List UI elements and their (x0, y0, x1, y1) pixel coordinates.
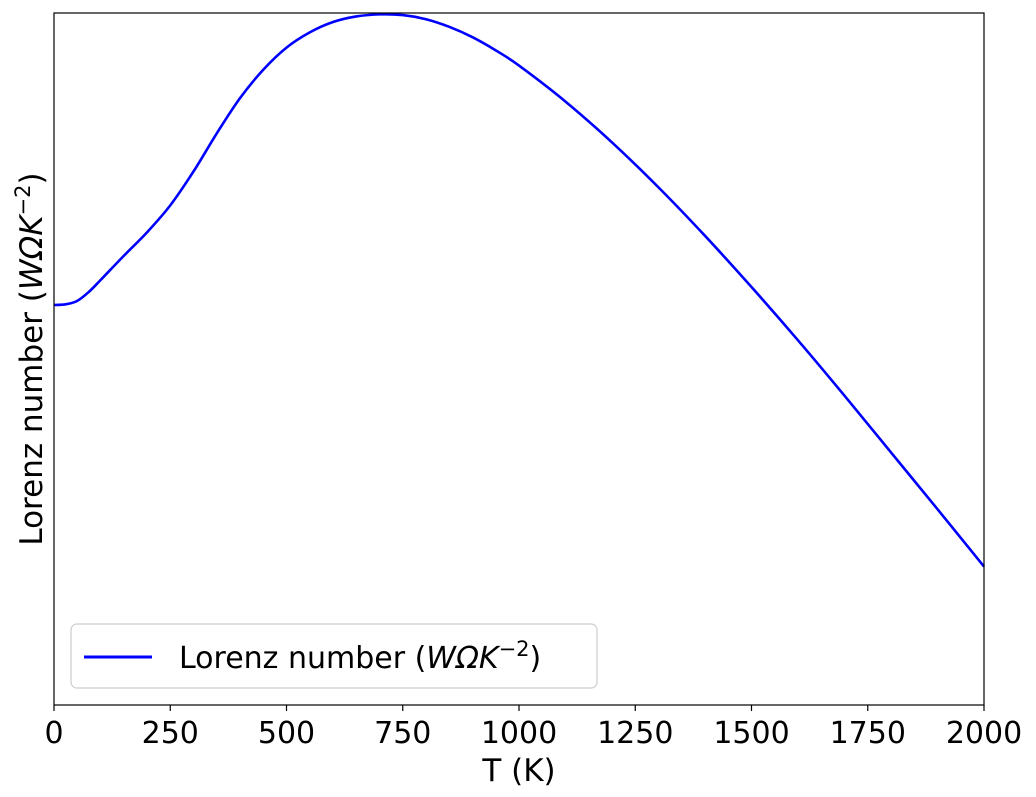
x-axis-ticks: 0 250 500 750 1000 1250 1500 1750 2000 (44, 705, 1022, 751)
legend-box (70, 623, 598, 689)
legend: Lorenz number (WΩK−2) (70, 623, 598, 689)
plot-area (54, 13, 984, 705)
series-layer (53, 12, 986, 568)
x-tick-label: 1250 (597, 716, 673, 751)
x-axis-label: T (K) (481, 753, 555, 789)
x-tick-label: 1500 (713, 716, 789, 751)
x-tick-label: 2000 (946, 716, 1022, 751)
x-tick-label: 750 (374, 716, 431, 751)
series-line-0 (53, 12, 986, 568)
x-tick-label: 0 (44, 716, 63, 751)
x-tick-label: 1000 (481, 716, 557, 751)
y-axis-label: Lorenz number (WΩK−2) (11, 172, 50, 545)
x-tick-label: 250 (142, 716, 199, 751)
x-tick-label: 500 (258, 716, 315, 751)
x-tick-label: 1750 (830, 716, 906, 751)
legend-label: Lorenz number (WΩK−2) (179, 637, 541, 676)
